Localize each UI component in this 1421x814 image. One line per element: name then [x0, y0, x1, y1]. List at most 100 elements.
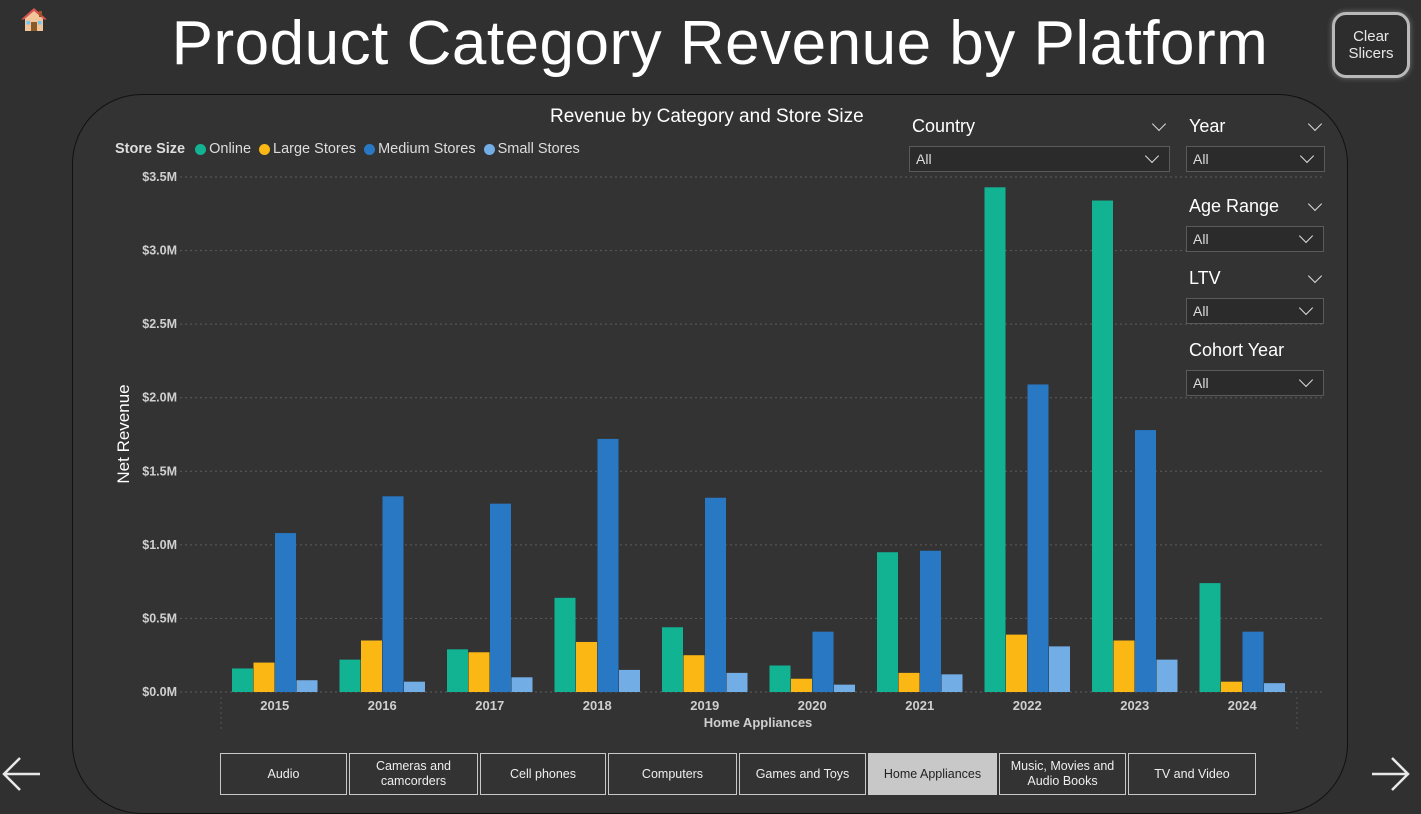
bar-medium-stores-2016: [382, 496, 404, 692]
bar-large-stores-2020: [791, 678, 812, 692]
bar-small-stores-2015: [296, 680, 318, 692]
legend-item-small-stores[interactable]: Small Stores: [483, 141, 580, 157]
bar-medium-stores-2019: [705, 497, 726, 692]
chevron-down-icon: [1144, 148, 1160, 164]
cohort-year-slicer-label: Cohort Year: [1189, 340, 1285, 360]
bar-online-2023: [1092, 200, 1113, 693]
x-tick-label: 2017: [475, 698, 504, 713]
bar-large-stores-2015: [253, 662, 275, 692]
tab-label: Games and Toys: [755, 766, 850, 781]
country-dropdown-value: All: [916, 151, 932, 167]
chart-legend: Store Size Online Large Stores Medium St…: [115, 141, 588, 157]
bar-large-stores-2018: [576, 641, 597, 692]
tab-label: Audio: [267, 766, 300, 781]
legend-label-large-stores: Large Stores: [273, 141, 357, 157]
tab-label: Home Appliances: [883, 766, 982, 781]
bar-online-2022: [984, 187, 1006, 693]
bar-small-stores-2017: [511, 677, 533, 692]
tab-label: TV and Video: [1154, 766, 1230, 781]
tab-audio[interactable]: Audio: [220, 753, 347, 795]
bar-medium-stores-2018: [597, 438, 619, 692]
ltv-dropdown[interactable]: All: [1186, 298, 1324, 324]
bar-large-stores-2023: [1113, 640, 1135, 692]
legend-label-medium-stores: Medium Stores: [378, 141, 476, 157]
bar-chart: $0.0M $0.5M $1.0M $1.5M $2.0M $2.5M $3.0M $3.5M…: [114, 170, 1325, 730]
y-tick-label: $1.0M: [142, 538, 177, 552]
year-dropdown[interactable]: All: [1186, 146, 1325, 172]
legend-dot-medium-stores: [364, 143, 376, 155]
legend-title: Store Size: [115, 141, 186, 157]
clear-slicers-button[interactable]: Clear Slicers: [1332, 12, 1410, 78]
year-slicer-label: Year: [1189, 116, 1226, 136]
cohort-year-dropdown[interactable]: All: [1186, 370, 1324, 396]
legend-item-medium-stores[interactable]: Medium Stores: [364, 141, 476, 157]
age-range-dropdown[interactable]: All: [1186, 226, 1324, 252]
chevron-down-icon: [1298, 228, 1314, 244]
x-axis-label: Home Appliances: [704, 715, 813, 730]
bar-large-stores-2022: [1006, 634, 1027, 692]
ltv-dropdown-value: All: [1193, 303, 1209, 319]
bar-small-stores-2020: [834, 684, 855, 692]
y-tick-label: $3.0M: [142, 244, 177, 258]
bar-medium-stores-2022: [1027, 384, 1049, 692]
chart-title: Revenue by Category and Store Size: [550, 106, 864, 127]
legend-item-large-stores[interactable]: Large Stores: [259, 141, 356, 157]
chevron-down-icon: [1298, 300, 1314, 316]
country-slicer-label: Country: [912, 116, 976, 136]
arrow-right-icon[interactable]: [1368, 752, 1412, 796]
bar-small-stores-2022: [1049, 646, 1070, 692]
bar-online-2020: [769, 665, 791, 692]
bar-small-stores-2018: [619, 669, 640, 692]
clear-slicers-label: Clear Slicers: [1348, 28, 1394, 62]
bar-small-stores-2021: [941, 674, 963, 692]
bar-online-2018: [554, 597, 576, 692]
bar-online-2019: [662, 627, 683, 692]
bar-medium-stores-2020: [812, 631, 834, 692]
home-icon[interactable]: [20, 6, 48, 34]
bar-medium-stores-2024: [1242, 631, 1264, 692]
country-dropdown[interactable]: All: [909, 146, 1170, 172]
bar-small-stores-2024: [1264, 683, 1285, 692]
x-tick-label: 2015: [260, 698, 289, 713]
tab-label: Computers: [641, 766, 704, 781]
tab-cameras-and-camcorders[interactable]: Cameras and camcorders: [349, 753, 478, 795]
y-axis-label: Net Revenue: [114, 384, 133, 483]
bar-online-2016: [339, 659, 361, 692]
bar-large-stores-2016: [361, 640, 382, 692]
x-tick-label: 2020: [798, 698, 827, 713]
bar-online-2015: [232, 668, 253, 692]
x-tick-label: 2024: [1228, 698, 1258, 713]
tab-music-movies-and-audio-books[interactable]: Music, Movies and Audio Books: [999, 753, 1126, 795]
tab-tv-and-video[interactable]: TV and Video: [1128, 753, 1256, 795]
chevron-down-icon: [1299, 148, 1315, 164]
y-tick-label: $1.5M: [142, 464, 177, 478]
bar-medium-stores-2023: [1135, 430, 1156, 692]
legend-dot-online: [195, 143, 207, 155]
tab-label: Music, Movies and Audio Books: [1010, 759, 1115, 788]
y-tick-label: $0.5M: [142, 611, 177, 625]
x-tick-label: 2021: [905, 698, 934, 713]
year-dropdown-value: All: [1193, 151, 1209, 167]
cohort-year-dropdown-value: All: [1193, 375, 1209, 391]
bar-medium-stores-2021: [920, 550, 941, 692]
legend-label-small-stores: Small Stores: [497, 141, 580, 157]
tab-computers[interactable]: Computers: [608, 753, 737, 795]
legend-label-online: Online: [209, 141, 252, 157]
bar-medium-stores-2015: [275, 533, 296, 692]
tab-home-appliances[interactable]: Home Appliances: [868, 753, 997, 795]
bar-large-stores-2019: [683, 655, 705, 692]
bar-small-stores-2016: [404, 681, 425, 692]
chevron-down-icon: [1298, 372, 1314, 388]
legend-dot-small-stores: [483, 143, 495, 155]
bar-small-stores-2019: [726, 672, 748, 692]
x-tick-label: 2018: [583, 698, 612, 713]
tab-games-and-toys[interactable]: Games and Toys: [739, 753, 866, 795]
tab-cell-phones[interactable]: Cell phones: [480, 753, 606, 795]
ltv-slicer-label: LTV: [1189, 268, 1221, 288]
bar-large-stores-2024: [1221, 681, 1242, 692]
x-tick-label: 2016: [368, 698, 397, 713]
x-tick-label: 2022: [1013, 698, 1042, 713]
page-title: Product Category Revenue by Platform: [171, 9, 1269, 78]
legend-item-online[interactable]: Online: [195, 141, 251, 157]
arrow-left-icon[interactable]: [0, 752, 44, 796]
